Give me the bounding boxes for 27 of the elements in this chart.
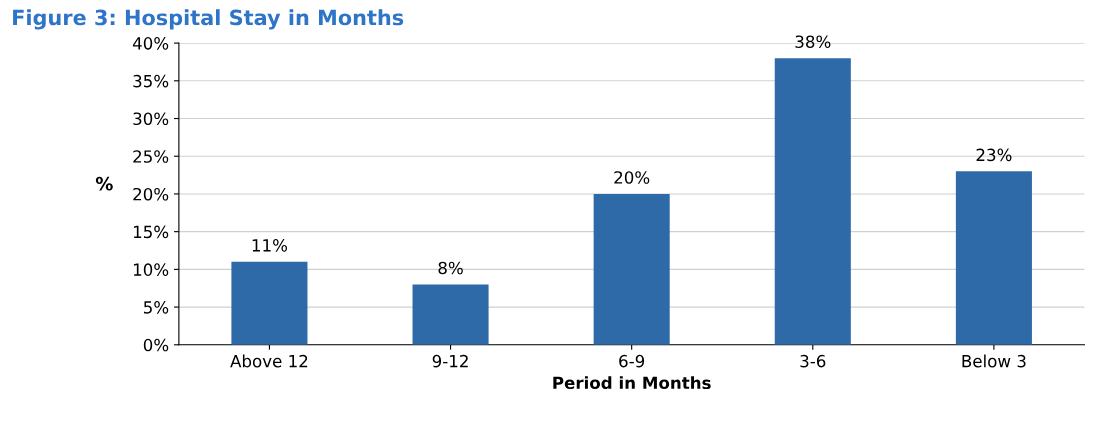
- y-tick-label: 35%: [133, 74, 169, 88]
- y-tick-label: 25%: [133, 150, 169, 163]
- data-label: 11%: [252, 239, 288, 252]
- data-label: 38%: [795, 35, 831, 49]
- bar: [231, 261, 308, 345]
- y-tick-label: 30%: [133, 112, 169, 126]
- bar: [412, 284, 489, 345]
- y-axis-title: %: [95, 176, 113, 191]
- y-tick-label: 5%: [144, 301, 169, 314]
- data-label: 8%: [438, 261, 463, 275]
- x-tick-label: Below 3: [962, 354, 1026, 368]
- y-tick-label: 20%: [133, 187, 169, 201]
- data-label: 23%: [976, 148, 1012, 162]
- x-tick-label: Above 12: [230, 354, 308, 368]
- bar: [593, 193, 670, 345]
- bar: [774, 58, 851, 345]
- x-tick-label: 6-9: [619, 354, 645, 368]
- data-label: 20%: [614, 171, 650, 184]
- chart-title: Figure 3: Hospital Stay in Months: [13, 9, 404, 30]
- bar: [955, 171, 1032, 345]
- y-tick-label: 0%: [143, 338, 169, 352]
- x-axis-title: Period in Months: [553, 376, 711, 390]
- y-tick-label: 10%: [133, 263, 169, 276]
- x-tick-label: 9-12: [432, 354, 468, 368]
- x-tick-label: 3-6: [800, 354, 826, 368]
- y-tick-label: 15%: [133, 225, 169, 239]
- y-tick-label: 40%: [132, 37, 169, 50]
